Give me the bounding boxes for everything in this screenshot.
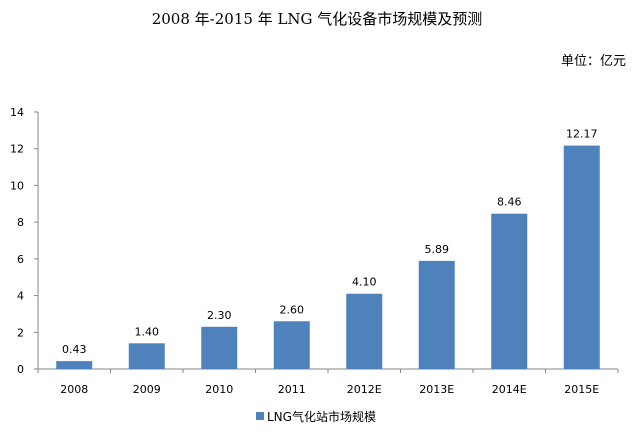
data-label: 2.60 bbox=[280, 303, 305, 316]
bar bbox=[491, 213, 528, 369]
legend-label: LNG气化站市场规模 bbox=[267, 409, 376, 424]
data-label: 0.43 bbox=[62, 343, 87, 356]
data-label: 2.30 bbox=[207, 309, 232, 322]
legend-swatch bbox=[256, 412, 264, 420]
bar bbox=[201, 326, 238, 369]
x-tick-label: 2013E bbox=[419, 383, 454, 396]
y-tick-label: 0 bbox=[17, 363, 24, 376]
bar bbox=[346, 293, 383, 369]
legend: LNG气化站市场规模 bbox=[256, 409, 376, 424]
y-tick-label: 8 bbox=[17, 216, 24, 229]
x-tick-label: 2008 bbox=[60, 383, 88, 396]
y-tick-label: 10 bbox=[10, 179, 24, 192]
y-tick-label: 6 bbox=[17, 253, 24, 266]
chart-title: 2008 年-2015 年 LNG 气化设备市场规模及预测 bbox=[151, 10, 483, 28]
data-labels: 0.43 1.40 2.30 2.60 4.10 5.89 8.46 12.17 bbox=[62, 128, 598, 357]
bar bbox=[273, 321, 310, 369]
bar bbox=[418, 260, 455, 369]
x-tick-label: 2009 bbox=[133, 383, 161, 396]
bars bbox=[56, 145, 600, 369]
y-tick-label: 2 bbox=[17, 326, 24, 339]
bar bbox=[56, 361, 93, 369]
x-tick-label: 2012E bbox=[347, 383, 382, 396]
data-label: 5.89 bbox=[425, 243, 450, 256]
x-tick-label: 2014E bbox=[492, 383, 527, 396]
bar bbox=[128, 343, 165, 369]
unit-label: 单位：亿元 bbox=[560, 54, 626, 69]
x-tick-label: 2010 bbox=[205, 383, 233, 396]
data-label: 8.46 bbox=[497, 196, 522, 209]
data-label: 12.17 bbox=[566, 128, 598, 141]
y-tick-label: 12 bbox=[10, 143, 24, 156]
data-label: 1.40 bbox=[135, 325, 160, 338]
y-tick-label: 14 bbox=[10, 106, 24, 119]
x-tick-label: 2015E bbox=[564, 383, 599, 396]
x-tick-label: 2011 bbox=[278, 383, 306, 396]
data-label: 4.10 bbox=[352, 276, 377, 289]
bar bbox=[563, 145, 600, 369]
y-tick-label: 4 bbox=[17, 290, 24, 303]
